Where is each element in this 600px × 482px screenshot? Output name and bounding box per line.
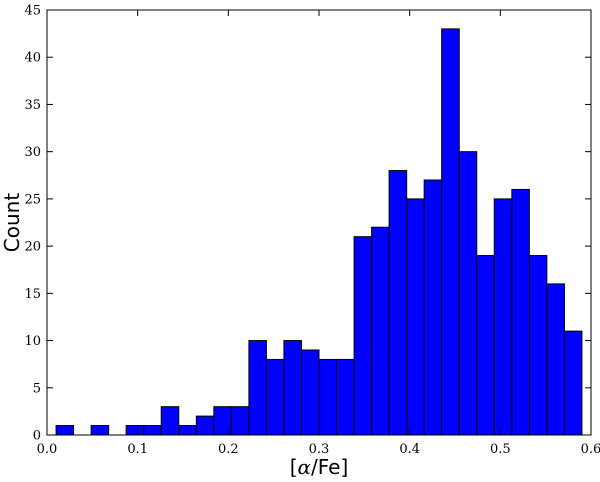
histogram-bar-25 xyxy=(493,198,513,436)
y-axis-title: Count xyxy=(0,193,24,253)
tick-labels-group: 0.0 0.1 0.2 0.3 0.4 0.5 0.6 0 5 10 15 20 25 30 35 40 45 xyxy=(24,4,600,458)
bars-group xyxy=(55,28,583,436)
histogram-bar-4 xyxy=(125,425,145,436)
x-tick-label-3: 0.3 xyxy=(309,442,330,457)
plot-frame xyxy=(46,9,592,436)
histogram-bar-19 xyxy=(388,170,408,436)
y-tick-label-8: 40 xyxy=(24,51,41,66)
histogram-bar-15 xyxy=(318,358,337,436)
histogram-bar-5 xyxy=(143,425,162,436)
histogram-bar-17 xyxy=(353,236,373,436)
histogram-bar-11 xyxy=(248,340,267,436)
y-tick-label-3: 15 xyxy=(24,287,41,302)
histogram-bar-21 xyxy=(423,179,443,436)
histogram-bar-26 xyxy=(511,188,530,436)
histogram-bar-10 xyxy=(230,406,250,436)
histogram-bar-29 xyxy=(563,330,583,436)
y-tick-label-2: 10 xyxy=(24,334,41,349)
y-tick-label-9: 45 xyxy=(24,4,41,19)
histogram-bar-6 xyxy=(160,406,180,436)
y-tick-label-5: 25 xyxy=(24,192,41,207)
histogram-bar-14 xyxy=(301,349,320,436)
x-axis-title-suffix: /Fe] xyxy=(311,455,348,479)
histogram-bar-20 xyxy=(406,198,425,436)
x-tick-label-2: 0.2 xyxy=(218,442,239,457)
histogram-bar-8 xyxy=(195,415,215,436)
y-tick-label-1: 5 xyxy=(33,381,41,396)
histogram-bar-28 xyxy=(546,283,565,436)
y-tick-label-0: 0 xyxy=(33,429,41,444)
x-axis-title-alpha: α xyxy=(298,455,312,479)
histogram-bar-27 xyxy=(528,255,548,436)
histogram-bar-0 xyxy=(55,425,75,436)
x-tick-label-4: 0.4 xyxy=(399,442,420,457)
histogram-bar-24 xyxy=(476,255,495,436)
x-axis-title: [α/Fe] xyxy=(290,455,349,479)
y-tick-label-4: 20 xyxy=(24,240,41,255)
x-tick-label-5: 0.5 xyxy=(490,442,511,457)
histogram-bar-23 xyxy=(458,151,478,436)
y-tick-label-7: 35 xyxy=(24,98,41,113)
x-tick-label-1: 0.1 xyxy=(127,442,148,457)
x-axis-title-prefix: [ xyxy=(290,455,298,479)
x-tick-label-0: 0.0 xyxy=(37,442,58,457)
x-tick-label-6: 0.6 xyxy=(581,442,600,457)
histogram-bar-7 xyxy=(178,425,197,436)
histogram-bar-2 xyxy=(90,425,110,436)
histogram-bar-16 xyxy=(336,358,355,436)
histogram-bar-12 xyxy=(265,358,285,436)
histogram-bar-13 xyxy=(283,340,303,436)
histogram-bar-18 xyxy=(371,226,390,436)
y-tick-label-6: 30 xyxy=(24,145,41,160)
histogram-bar-22 xyxy=(441,28,460,436)
